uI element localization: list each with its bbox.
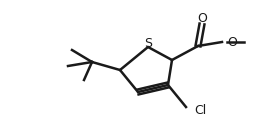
Text: O: O xyxy=(197,11,207,24)
Text: S: S xyxy=(144,37,152,50)
Text: Cl: Cl xyxy=(194,104,206,117)
Text: O: O xyxy=(227,36,237,48)
